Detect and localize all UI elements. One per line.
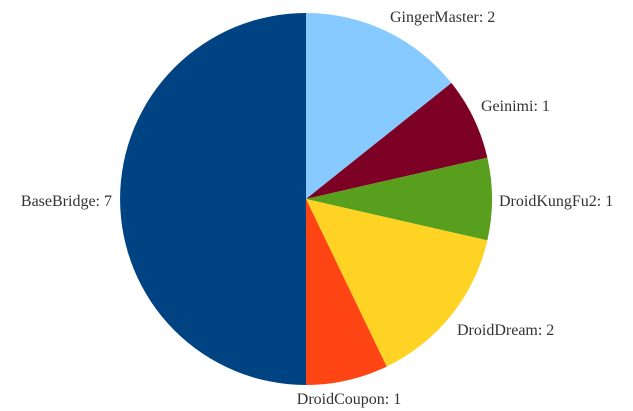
slice-label-droidkungfu2: DroidKungFu2: 1 [499, 193, 613, 210]
pie-slice-gingermaster [306, 13, 452, 199]
pie-slices [120, 13, 492, 385]
pie-slice-droiddream [306, 199, 488, 367]
pie-slice-droidkungfu2 [306, 157, 492, 241]
pie-slice-basebridge [120, 13, 306, 385]
slice-labels: GingerMaster: 2 Geinimi: 1 DroidKungFu2: 1… [21, 9, 613, 408]
pie-slice-geinimi [306, 83, 488, 199]
slice-label-geinimi: Geinimi: 1 [481, 98, 550, 115]
slice-label-droiddream: DroidDream: 2 [457, 322, 554, 339]
slice-label-gingermaster: GingerMaster: 2 [390, 9, 495, 26]
pie-slice-droidcoupon [306, 199, 387, 385]
slice-label-droidcoupon: DroidCoupon: 1 [297, 391, 401, 408]
slice-label-basebridge: BaseBridge: 7 [21, 193, 112, 210]
